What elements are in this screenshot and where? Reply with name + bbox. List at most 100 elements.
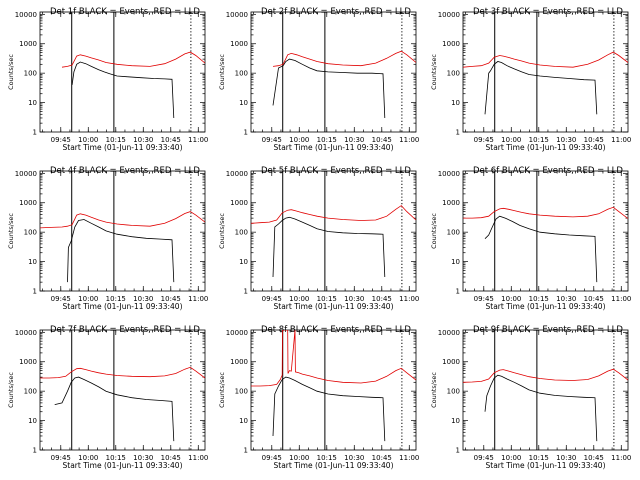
x-axis-label: Start Time (01-Jun-11 09:33:40) (274, 143, 394, 152)
y-tick-label: 1000 (442, 40, 460, 48)
y-axis-label: Counts/sec (218, 372, 226, 408)
x-tick-label: 09:45 (262, 454, 282, 462)
x-tick-label: 10:00 (289, 136, 309, 144)
y-axis-label: Counts/sec (430, 372, 438, 408)
y-tick-label: 10 (239, 99, 248, 107)
y-axis-label: Counts/sec (218, 213, 226, 249)
series-group (251, 330, 416, 442)
x-tick-label: 10:30 (133, 295, 153, 303)
y-tick-label: 1000 (442, 199, 460, 207)
y-tick-label: 1000 (230, 199, 248, 207)
y-tick-label: 10000 (438, 170, 460, 178)
x-tick-label: 09:45 (51, 454, 71, 462)
y-tick-label: 1 (456, 447, 460, 455)
x-tick-label: 11:00 (399, 295, 419, 303)
x-axis-label: Start Time (01-Jun-11 09:33:40) (486, 461, 606, 470)
events-series-line (67, 219, 175, 283)
x-tick-label: 09:45 (474, 454, 494, 462)
series-group (251, 205, 416, 278)
x-tick-label: 11:00 (188, 295, 208, 303)
x-tick-label: 10:00 (78, 295, 98, 303)
x-tick-label: 10:00 (501, 454, 521, 462)
x-tick-label: 10:15 (317, 295, 337, 303)
x-tick-label: 10:45 (372, 295, 392, 303)
y-tick-label: 10 (451, 417, 460, 425)
x-tick-label: 10:45 (372, 136, 392, 144)
x-tick-label: 10:45 (584, 454, 604, 462)
y-axis-label: Counts/sec (430, 54, 438, 90)
y-tick-label: 10 (28, 258, 37, 266)
lld-series-line (61, 51, 205, 68)
y-axis-label: Counts/sec (218, 54, 226, 90)
y-axis-label: Counts/sec (7, 213, 15, 249)
lld-series-line (40, 366, 205, 379)
plot-frame (250, 11, 417, 133)
x-tick-label: 10:45 (161, 136, 181, 144)
x-axis-label: Start Time (01-Jun-11 09:33:40) (63, 143, 183, 152)
y-tick-label: 10000 (226, 170, 248, 178)
events-series-line (71, 61, 175, 119)
x-tick-label: 10:45 (161, 454, 181, 462)
lld-series-line (251, 330, 416, 387)
series-group (40, 366, 205, 442)
x-tick-label: 10:00 (78, 136, 98, 144)
y-tick-label: 1000 (442, 358, 460, 366)
y-tick-label: 10000 (226, 329, 248, 337)
plot-frame (462, 11, 629, 133)
y-tick-label: 100 (235, 70, 248, 78)
y-tick-label: 1 (33, 288, 37, 296)
detector-panel: Det 8f BLACK = Events, RED = LLD11010010… (218, 325, 419, 470)
x-tick-label: 10:45 (584, 136, 604, 144)
events-series-line (272, 216, 386, 278)
y-tick-label: 100 (235, 388, 248, 396)
series-group (40, 211, 205, 283)
x-axis-label: Start Time (01-Jun-11 09:33:40) (486, 143, 606, 152)
x-tick-label: 10:15 (106, 454, 126, 462)
x-tick-label: 10:00 (78, 454, 98, 462)
x-tick-label: 10:30 (133, 454, 153, 462)
plot-frame (462, 170, 629, 292)
lld-series-line (463, 206, 628, 219)
detector-panel: Det 2f BLACK = Events, RED = LLD11010010… (218, 7, 419, 152)
y-tick-label: 10000 (226, 11, 248, 19)
series-group (463, 51, 628, 115)
y-tick-label: 1 (33, 447, 37, 455)
x-tick-label: 10:30 (556, 295, 576, 303)
events-series-line (54, 376, 175, 442)
x-tick-label: 10:30 (344, 454, 364, 462)
x-tick-label: 09:45 (262, 295, 282, 303)
x-tick-label: 09:45 (474, 295, 494, 303)
x-tick-label: 11:00 (188, 454, 208, 462)
y-tick-label: 10000 (15, 329, 37, 337)
series-group (463, 368, 628, 442)
y-tick-label: 10000 (15, 11, 37, 19)
plot-frame (39, 170, 206, 292)
detector-panel: Det 3f BLACK = Events, RED = LLD11010010… (430, 7, 631, 152)
y-tick-label: 100 (447, 70, 460, 78)
y-tick-label: 100 (235, 229, 248, 237)
x-tick-label: 10:30 (344, 295, 364, 303)
plot-frame (39, 11, 206, 133)
x-tick-label: 10:15 (106, 295, 126, 303)
y-tick-label: 1000 (230, 40, 248, 48)
y-tick-label: 10 (451, 258, 460, 266)
detector-panel: Det 9f BLACK = Events, RED = LLD11010010… (430, 325, 631, 470)
y-tick-label: 1 (456, 129, 460, 137)
y-tick-label: 1 (33, 129, 37, 137)
events-series-line (272, 376, 386, 442)
x-axis-label: Start Time (01-Jun-11 09:33:40) (63, 302, 183, 311)
plot-frame (250, 170, 417, 292)
detector-panel: Det 4f BLACK = Events, RED = LLD11010010… (7, 166, 208, 311)
series-group (61, 51, 205, 119)
events-series-line (484, 374, 598, 442)
y-tick-label: 10 (28, 417, 37, 425)
lld-series-line (463, 368, 628, 383)
x-tick-label: 10:45 (161, 295, 181, 303)
x-tick-label: 10:15 (106, 136, 126, 144)
x-axis-label: Start Time (01-Jun-11 09:33:40) (63, 461, 183, 470)
x-tick-label: 11:00 (611, 136, 631, 144)
y-tick-label: 1 (244, 288, 248, 296)
events-series-line (484, 215, 598, 283)
y-tick-label: 1 (456, 288, 460, 296)
y-tick-label: 10 (239, 417, 248, 425)
